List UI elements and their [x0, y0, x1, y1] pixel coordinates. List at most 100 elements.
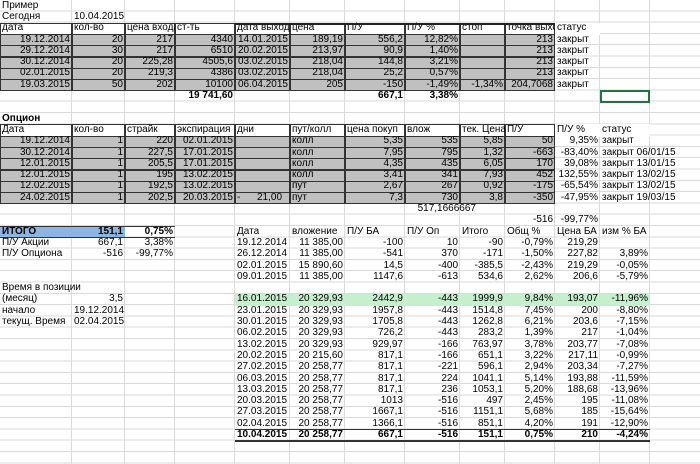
table-cell: закрыт 13/02/15 — [602, 180, 676, 192]
table-cell: 1 — [117, 180, 123, 192]
column-header: П/У — [507, 123, 524, 135]
sheet-title: Пример — [2, 0, 39, 11]
table-cell: 20 329,93 — [298, 327, 344, 339]
cell-border — [175, 79, 235, 92]
grid-line — [289, 0, 290, 464]
table-cell: 50 — [111, 78, 123, 90]
table-cell: -47,95% — [560, 191, 598, 203]
table-cell: -663 — [532, 146, 553, 158]
table-cell: -5,79% — [616, 270, 648, 282]
table-cell: -13,96% — [610, 383, 648, 395]
table-cell: 17.01.2015 — [182, 146, 233, 158]
table-cell: 217 — [581, 327, 598, 339]
table-cell: 0,92 — [483, 180, 503, 192]
table-cell: -541 — [382, 248, 403, 260]
row-fill — [0, 56, 555, 69]
table-cell: 193,88 — [567, 372, 598, 384]
table-cell: 217 — [156, 44, 173, 56]
table-cell: 817,1 — [377, 349, 403, 361]
table-cell: 23.01.2015 — [237, 304, 288, 316]
table-cell: 193,07 — [567, 293, 598, 305]
table-cell: 20 329,93 — [298, 316, 344, 328]
table-cell: закрыт 19/03/15 — [602, 191, 676, 203]
total-cell: 517,1666667 — [417, 203, 476, 215]
table-cell: 452 — [536, 169, 553, 181]
table-cell: 213 — [536, 33, 553, 45]
table-cell: 13.02.2015 — [182, 169, 233, 181]
table-cell: 267 — [441, 180, 458, 192]
table-cell: 1053,1 — [472, 383, 503, 395]
cell-border — [345, 79, 405, 92]
table-cell: 227,82 — [567, 248, 598, 260]
table-cell: 6,21% — [524, 316, 553, 328]
table-cell: пут — [292, 180, 307, 192]
table-cell: 556,2 — [377, 33, 403, 45]
total-border — [235, 429, 650, 442]
table-cell: -8,80% — [616, 304, 648, 316]
column-header: пут/колл — [292, 123, 332, 135]
table-cell: 17.01.2015 — [182, 157, 233, 169]
table-cell: 1,40% — [429, 44, 458, 56]
table-cell: 225,28 — [142, 56, 173, 68]
table-cell: 3,22% — [524, 349, 553, 361]
grid-line — [234, 0, 235, 464]
table-cell: -516 — [437, 406, 458, 418]
row-fill — [0, 67, 555, 81]
table-cell: 14,5 — [383, 259, 403, 271]
table-cell: 370 — [441, 248, 458, 260]
row-highlight — [235, 293, 650, 307]
header-cell — [555, 124, 600, 137]
table-cell: колл — [292, 157, 314, 169]
table-cell: -516 — [437, 395, 458, 407]
table-cell: 02.01.2015 — [237, 259, 288, 271]
summary-cell: 0,75% — [144, 225, 173, 237]
table-cell: 1262,8 — [472, 316, 503, 328]
table-cell: 20 — [111, 33, 123, 45]
table-cell: 224 — [441, 372, 458, 384]
table-cell: -4,24% — [616, 429, 648, 441]
table-cell: 210 — [581, 429, 598, 441]
table-cell: -90 — [488, 236, 503, 248]
table-cell: 02.01.2015 — [19, 67, 70, 79]
cell-border — [460, 79, 505, 92]
table-cell: пут — [292, 191, 307, 203]
table-cell: -516 — [437, 429, 458, 441]
cell-border — [290, 192, 345, 205]
table-cell: 213 — [536, 67, 553, 79]
table-cell: 1,39% — [524, 327, 553, 339]
table-cell: 204,7068 — [511, 78, 553, 90]
table-cell: 203,77 — [567, 338, 598, 350]
table-cell: 144,8 — [377, 56, 403, 68]
table-cell: -12,90% — [610, 417, 648, 429]
table-cell: -0,99% — [616, 349, 648, 361]
table-cell: 13.02.2015 — [182, 180, 233, 192]
table-cell: колл — [292, 135, 314, 147]
table-cell: 15 890,60 — [298, 259, 344, 271]
table-cell: 5,68% — [524, 406, 553, 418]
table-cell: 02.04.2015 — [237, 417, 288, 429]
header-cell — [600, 124, 650, 137]
table-cell: 9,84% — [524, 293, 553, 305]
table-cell: 2,94% — [524, 361, 553, 373]
table-cell: 26.12.2014 — [237, 248, 288, 260]
grid-line — [599, 0, 600, 464]
row-fill — [0, 169, 555, 182]
table-cell: -7,08% — [616, 338, 648, 350]
table-cell: 06.02.2015 — [237, 327, 288, 339]
table-cell: -350 — [532, 191, 553, 203]
table-cell: -516 — [437, 417, 458, 429]
grid-line — [554, 0, 555, 464]
table-cell: 20 329,93 — [298, 293, 344, 305]
table-cell: 213 — [536, 44, 553, 56]
table-cell: закрыт 13/02/15 — [602, 169, 676, 181]
table-cell: 1366,1 — [372, 417, 403, 429]
table-cell: -443 — [437, 304, 458, 316]
table-cell: 1705,8 — [372, 316, 403, 328]
table-cell: 2,45% — [524, 395, 553, 407]
table-cell: 213,97 — [312, 44, 343, 56]
table-cell: 218,04 — [312, 56, 343, 68]
table-cell: -1,34% — [471, 78, 503, 90]
row-fill — [0, 33, 555, 47]
table-cell: 25,2 — [383, 67, 403, 79]
column-header: цена покуп — [347, 123, 398, 135]
